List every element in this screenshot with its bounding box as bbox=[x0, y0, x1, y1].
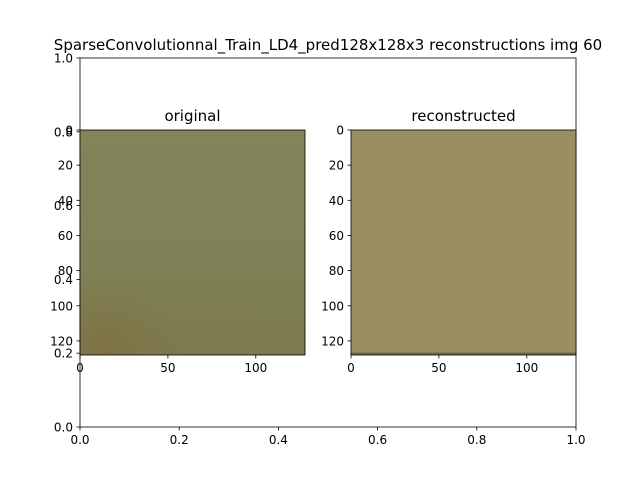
x-tick-label: 0.2 bbox=[170, 433, 189, 447]
reconstructed-image-bottom-edge bbox=[351, 352, 576, 355]
y-tick-label: 0.8 bbox=[54, 125, 73, 139]
x-tick-label: 50 bbox=[160, 361, 175, 375]
original-title: original bbox=[164, 107, 220, 125]
y-tick-label: 20 bbox=[58, 159, 73, 173]
y-tick-label: 80 bbox=[58, 264, 73, 278]
x-tick-label: 50 bbox=[431, 361, 446, 375]
original-image-corner-shade bbox=[80, 130, 305, 355]
x-tick-label: 0 bbox=[76, 361, 84, 375]
chart-title: SparseConvolutionnal_Train_LD4_pred128x1… bbox=[54, 36, 602, 55]
y-tick-label: 0.2 bbox=[54, 347, 73, 361]
reconstructed-title: reconstructed bbox=[411, 107, 515, 125]
y-tick-label: 1.0 bbox=[54, 52, 73, 66]
x-tick-label: 0.0 bbox=[70, 433, 89, 447]
x-tick-label: 0.4 bbox=[269, 433, 288, 447]
y-tick-label: 20 bbox=[329, 159, 344, 173]
y-tick-label: 100 bbox=[321, 299, 344, 313]
original-image-frame bbox=[79, 129, 306, 356]
y-tick-label: 60 bbox=[58, 229, 73, 243]
y-tick-label: 0 bbox=[336, 124, 344, 138]
reconstructed-image-axes: reconstructed 0 50 100 0 20 40 60 80 100 120 bbox=[321, 107, 577, 375]
y-tick-label: 60 bbox=[329, 229, 344, 243]
x-tick-label: 0.6 bbox=[368, 433, 387, 447]
x-tick-label: 0 bbox=[347, 361, 355, 375]
y-tick-label: 40 bbox=[329, 194, 344, 208]
original-x-ticks: 0 50 100 bbox=[76, 355, 267, 375]
y-tick-label: 0.6 bbox=[54, 199, 73, 213]
y-tick-label: 120 bbox=[50, 334, 73, 348]
y-tick-label: 0.4 bbox=[54, 273, 73, 287]
original-y-ticks: 0 20 40 60 80 100 120 bbox=[50, 124, 80, 348]
x-tick-label: 0.8 bbox=[467, 433, 486, 447]
outer-x-ticks: 0.0 0.2 0.4 0.6 0.8 1.0 bbox=[70, 427, 586, 447]
y-tick-label: 0.0 bbox=[54, 421, 73, 435]
x-tick-label: 100 bbox=[515, 361, 538, 375]
y-tick-label: 40 bbox=[58, 194, 73, 208]
reconstructed-image bbox=[351, 130, 576, 355]
reconstructed-x-ticks: 0 50 100 bbox=[347, 355, 538, 375]
reconstructed-y-ticks: 0 20 40 60 80 100 120 bbox=[321, 124, 351, 348]
reconstructed-image-frame bbox=[350, 129, 577, 356]
outer-axes: SparseConvolutionnal_Train_LD4_pred128x1… bbox=[54, 36, 602, 447]
original-image-axes: original 0 50 100 0 20 40 60 80 100 120 bbox=[50, 107, 306, 375]
y-tick-label: 0 bbox=[65, 124, 73, 138]
y-tick-label: 120 bbox=[321, 334, 344, 348]
x-tick-label: 100 bbox=[244, 361, 267, 375]
x-tick-label: 1.0 bbox=[566, 433, 585, 447]
outer-y-ticks: 0.0 0.2 0.4 0.6 0.8 1.0 bbox=[54, 52, 80, 435]
y-tick-label: 80 bbox=[329, 264, 344, 278]
y-tick-label: 100 bbox=[50, 299, 73, 313]
